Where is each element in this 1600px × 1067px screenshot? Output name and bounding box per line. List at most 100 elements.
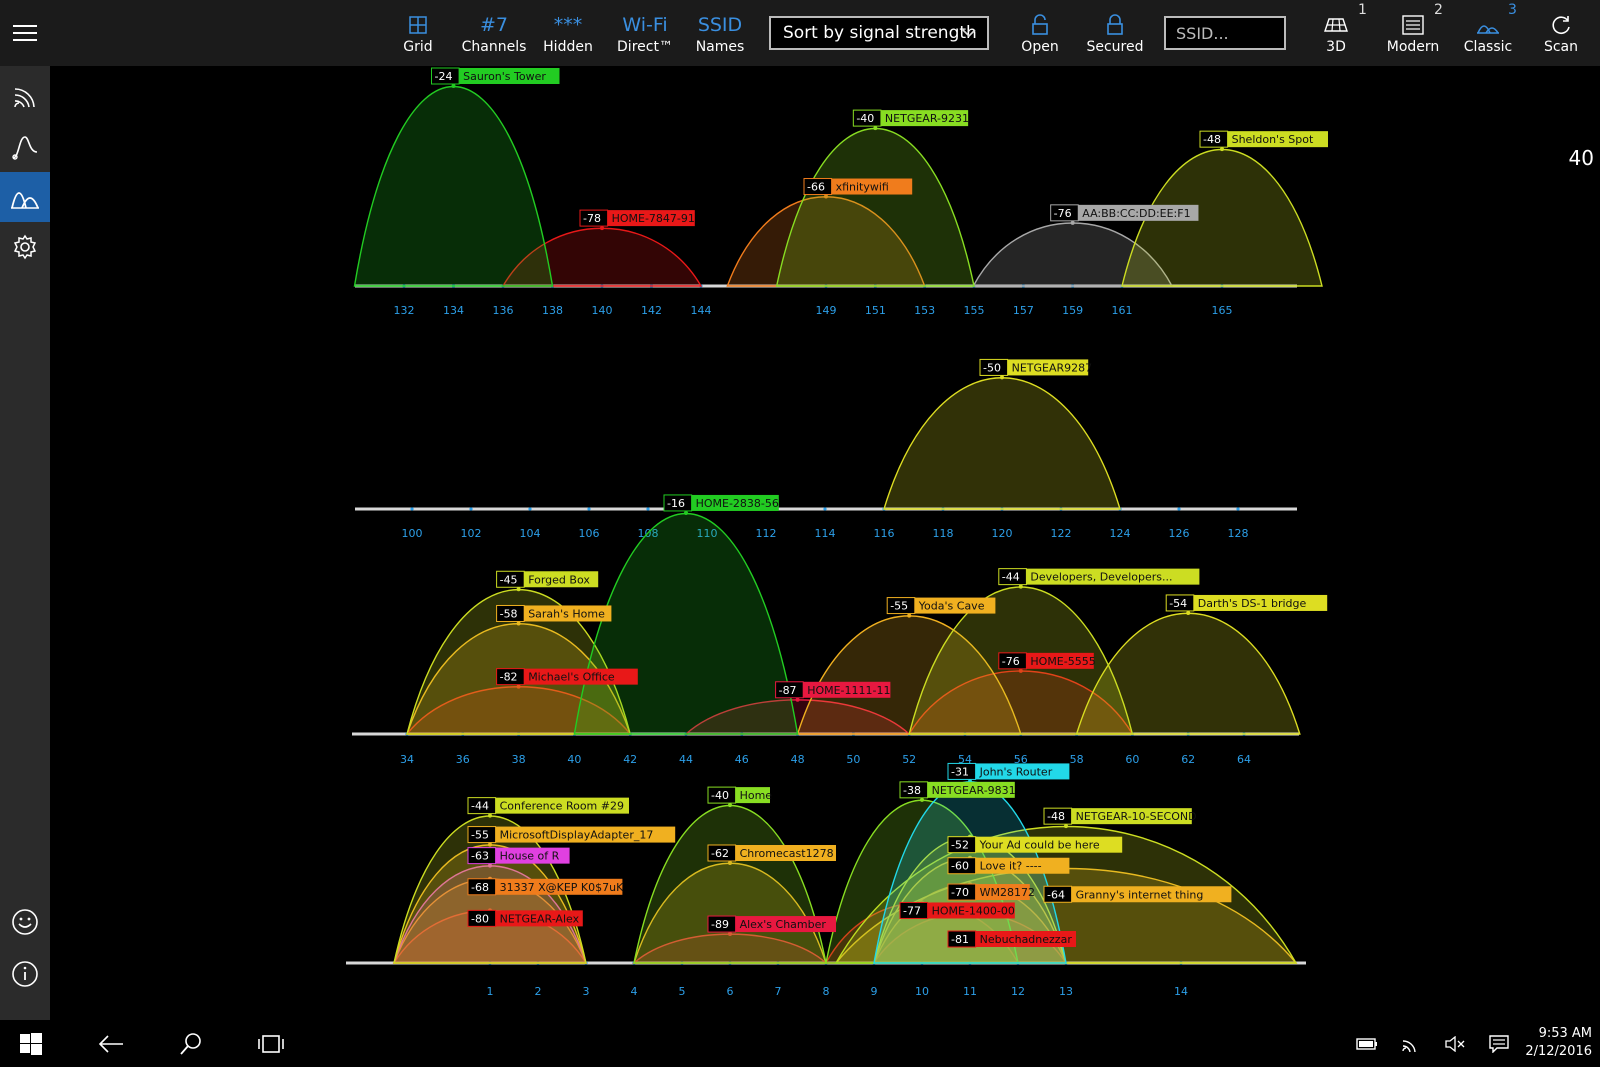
ssid-box	[495, 826, 676, 843]
signal-peak-dot	[920, 797, 924, 802]
ssid-box	[1071, 886, 1232, 903]
rssi-value: -44	[1002, 571, 1020, 584]
3d-grid-icon	[1324, 18, 1348, 32]
hidden-label: Hidden	[543, 39, 593, 55]
channel-label: 58	[1070, 753, 1084, 766]
ssid-name: John's Router	[979, 765, 1053, 778]
ssid-box	[880, 110, 969, 127]
signal-peak-dot	[488, 842, 492, 847]
toolbar: Grid #7 Channels *** Hidden Wi-Fi Direct…	[0, 0, 1600, 66]
channels-toggle[interactable]: #7 Channels	[462, 0, 527, 66]
open-filter[interactable]: Open	[1014, 0, 1066, 66]
signal-peak-dot	[684, 510, 688, 515]
channel-label: 14	[1174, 985, 1188, 998]
channel-label: 8	[823, 985, 830, 998]
secured-filter[interactable]: Secured	[1086, 0, 1144, 66]
channel-label: 102	[461, 527, 482, 540]
signal-peak-dot	[1018, 668, 1023, 673]
gear-icon	[13, 234, 37, 260]
ssid-box	[975, 763, 1070, 780]
clock[interactable]: 9:53 AM 2/12/2016	[1525, 1025, 1592, 1061]
rssi-value: -58	[500, 607, 518, 620]
network-label: -44 Developers, Developers...	[998, 568, 1200, 586]
channel-label: 159	[1062, 304, 1083, 317]
network-label: -55 MicrosoftDisplayAdapter_17	[467, 826, 676, 844]
network-label: -76 AA:BB:CC:DD:EE:F1	[1050, 204, 1199, 222]
menu-button[interactable]	[0, 0, 50, 66]
grid-toggle[interactable]: Grid	[398, 0, 438, 66]
ssid-box	[735, 916, 836, 933]
sort-dropdown[interactable]: Sort by signal strength	[769, 16, 989, 50]
channel-label: 144	[691, 304, 712, 317]
channel-label: 149	[816, 304, 837, 317]
sidebar-item-about[interactable]	[0, 949, 50, 999]
signal-curve	[907, 670, 1134, 735]
rssi-box	[852, 109, 882, 127]
channel-label: 165	[1212, 304, 1233, 317]
search-button[interactable]	[170, 1020, 212, 1067]
view-classic-badge: 3	[1508, 2, 1517, 18]
channel-label: 112	[756, 527, 777, 540]
channel-label: 110	[697, 527, 718, 540]
signal-peak-dot	[1220, 147, 1224, 152]
network-label: -50 NETGEAR9287	[979, 358, 1093, 376]
signal-icon	[14, 88, 35, 108]
signal-curve	[573, 513, 799, 735]
ssid-box	[495, 910, 583, 927]
channel-label: 161	[1112, 304, 1133, 317]
wifi-indicator[interactable]	[1396, 1020, 1426, 1067]
ssid-name: HOME-1111-11	[807, 684, 890, 697]
hidden-toggle[interactable]: *** Hidden	[542, 0, 594, 66]
action-center-button[interactable]	[1484, 1020, 1514, 1067]
view-modern-button[interactable]: Modern	[1384, 0, 1442, 66]
channel-label: 2	[535, 985, 542, 998]
ssid-box	[1007, 359, 1089, 376]
ssid-box	[495, 797, 629, 814]
channel-label: 116	[874, 527, 895, 540]
wifi-icon	[1402, 1039, 1416, 1052]
rssi-value: -54	[1169, 597, 1187, 610]
ssid-box	[495, 878, 623, 895]
channel-label: 118	[933, 527, 954, 540]
ssid-filter-input[interactable]	[1164, 16, 1286, 50]
clock-time: 9:53 AM	[1538, 1026, 1592, 1041]
secured-label: Secured	[1086, 39, 1144, 55]
ssid-name: NETGEAR9287	[1012, 361, 1093, 374]
rssi-value: -66	[807, 181, 825, 194]
rssi-value: -40	[711, 789, 729, 802]
sidebar-item-settings[interactable]	[0, 222, 50, 272]
sidebar-item-networks[interactable]	[0, 72, 50, 122]
ssid-name: Home	[740, 789, 773, 802]
signal-curve	[501, 227, 703, 287]
rssi-value: -55	[471, 829, 489, 842]
back-arrow-icon	[98, 1034, 123, 1053]
classic-view-icon	[1477, 25, 1499, 34]
back-button[interactable]	[90, 1020, 132, 1067]
ssid-box	[1026, 568, 1200, 585]
notification-icon	[1489, 1034, 1509, 1053]
ssid-icon-text: SSID	[697, 14, 743, 36]
wifi-direct-toggle[interactable]: Wi-Fi Direct™	[614, 0, 676, 66]
view-classic-button[interactable]: Classic	[1462, 0, 1514, 66]
ssid-name: HOME-2838-56	[696, 497, 779, 510]
view-3d-button[interactable]: 3D	[1316, 0, 1356, 66]
channel-label: 44	[679, 753, 693, 766]
signal-peak-dot	[600, 226, 604, 231]
signal-peak-dot	[824, 194, 828, 199]
sidebar-item-feedback[interactable]	[0, 897, 50, 947]
sidebar-item-time-graph[interactable]	[0, 122, 50, 172]
task-view-button[interactable]	[250, 1020, 292, 1067]
rssi-box	[1050, 204, 1079, 222]
ssid-name: Granny's internet thing	[1076, 888, 1204, 901]
sidebar	[0, 66, 50, 1020]
battery-indicator[interactable]	[1352, 1020, 1382, 1067]
ssid-name: Sarah's Home	[528, 607, 605, 620]
ssid-name: HOME-7847-91	[612, 212, 695, 225]
start-button[interactable]	[10, 1020, 52, 1067]
channel-label: 138	[542, 304, 563, 317]
sidebar-item-channel-graph[interactable]	[0, 172, 50, 222]
volume-indicator[interactable]	[1440, 1020, 1470, 1067]
scan-button[interactable]: Scan	[1538, 0, 1584, 66]
ssid-names-toggle[interactable]: SSID Names	[694, 0, 746, 66]
channel-label: 4	[631, 985, 638, 998]
